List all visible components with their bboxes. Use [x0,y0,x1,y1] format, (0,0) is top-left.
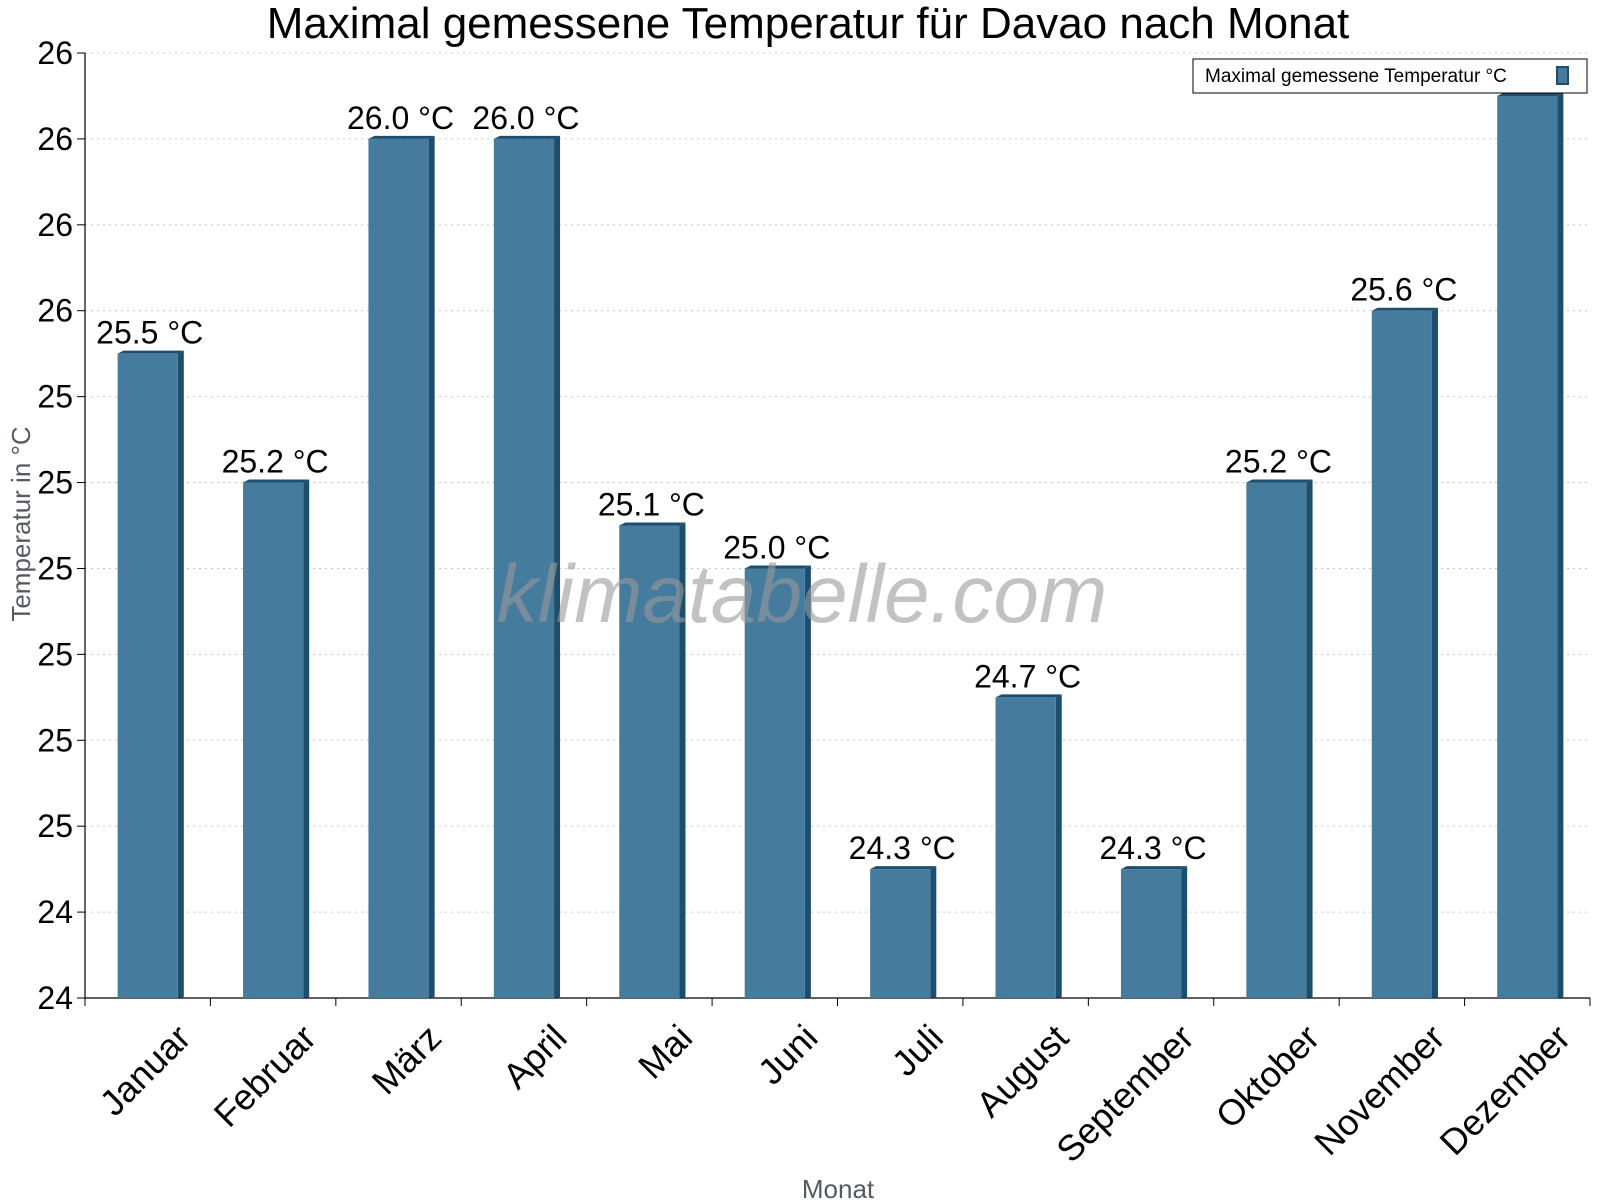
x-tick-label: Dezember [1432,1017,1578,1163]
x-tick-label: Januar [92,1017,199,1124]
data-label: 25.1 °C [598,487,705,523]
data-label: 25.0 °C [723,529,830,565]
legend-box [1192,58,1588,94]
bar [744,565,811,998]
data-label: 24.3 °C [849,830,956,866]
y-tick-label: 25 [37,722,73,758]
x-tick-label: März [364,1017,450,1103]
bar [1497,92,1564,999]
x-tick-label: August [968,1017,1076,1125]
y-tick-label: 25 [37,550,73,586]
bar [117,350,184,998]
x-tick-label: Oktober [1208,1017,1328,1137]
data-label: 25.5 °C [96,315,203,351]
data-label: 25.6 °C [1350,272,1457,308]
legend-label: Maximal gemessene Temperatur °C [1205,66,1507,87]
x-tick-label: April [495,1017,575,1097]
y-tick-label: 26 [37,121,73,157]
bar [1246,479,1313,999]
bar [995,694,1062,998]
bar [243,479,310,999]
legend: Maximal gemessene Temperatur °C [1192,58,1588,94]
y-tick-label: 25 [37,379,73,415]
x-tick-label: November [1306,1017,1452,1163]
bar [1120,866,1188,998]
x-tick-label: Juni [750,1017,826,1093]
data-labels: 25.5 °C 25.2 °C 26.0 °C 26.0 °C 25.1 °C 25.0 … [96,57,1583,866]
data-label: 26.0 °C [472,100,579,136]
x-tick-label: Juli [884,1017,951,1084]
data-label: 24.7 °C [974,658,1081,694]
data-label: 26.0 °C [347,100,454,136]
watermark-text: klimatabelle.com [497,549,1108,640]
data-label: 25.2 °C [1225,444,1332,480]
y-tick-label: 26 [37,293,73,329]
y-tick-labels: 24 24 25 25 25 25 25 25 26 26 26 26 [37,35,85,1016]
x-tick-label: Februar [206,1017,324,1135]
bar [368,135,435,999]
y-tick-label: 26 [37,35,73,71]
y-tick-label: 26 [37,207,73,243]
bar [870,866,937,998]
y-tick-label: 24 [37,980,73,1016]
y-tick-label: 25 [37,465,73,501]
y-tick-label: 25 [37,636,73,672]
bar [619,522,686,998]
bar [1371,307,1438,998]
data-label: 24.3 °C [1100,830,1207,866]
axes [84,53,1590,999]
data-label: 25.2 °C [222,444,329,480]
grid-lines [85,52,1590,913]
bar [493,135,561,999]
y-tick-label: 25 [37,808,73,844]
x-axis-label: Monat [802,1174,875,1200]
x-tick-label: September [1048,1017,1202,1171]
legend-swatch [1556,66,1569,85]
y-tick-label: 24 [37,894,73,930]
bars [117,92,1564,999]
x-tick-labels: Januar Februar März April Mai Juni Juli AugustS… [84,998,1591,1171]
x-tick-label: Mai [630,1017,700,1087]
y-axis-label: Temperatur in °C [6,426,36,621]
chart-title: Maximal gemessene Temperatur für Davao n… [267,0,1350,48]
